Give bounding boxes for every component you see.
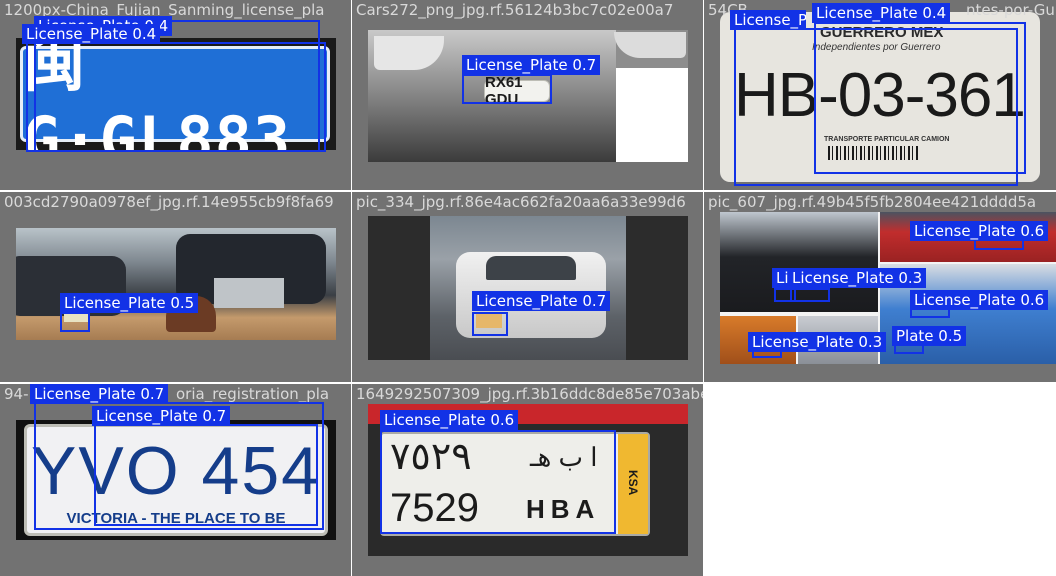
image-tile[interactable]: GUERRERO MEX Independientes por Guerrero… (704, 0, 1056, 190)
detection-label: License_Plate 0.3 (788, 268, 927, 288)
detection-label: Plate 0.5 (892, 326, 967, 346)
detection-box[interactable] (34, 402, 324, 530)
grille (214, 278, 284, 308)
photo (430, 216, 626, 360)
image-tile[interactable]: ٧٥٢٩ ا ب هـ 7529 HBA KSA 1649292507309_j… (352, 384, 703, 576)
image-tile[interactable]: 003cd2790a0978ef_jpg.rf.14e955cb9f8fa69 … (0, 192, 351, 382)
license-plate: 闽G·GL883 (20, 38, 330, 150)
detection-box[interactable] (472, 312, 508, 336)
image-filename: 003cd2790a0978ef_jpg.rf.14e955cb9f8fa69 (4, 193, 334, 211)
plate-subtitle: Independientes por Guerrero (812, 42, 941, 53)
image-filename: 94- (4, 385, 29, 403)
image-tile[interactable]: 闽G·GL883 1200px-China_Fujian_Sanming_lic… (0, 0, 351, 190)
detection-box[interactable] (462, 74, 552, 104)
image-filename: pic_334_jpg.rf.86e4ac662fa20aa6a33e99d6 (356, 193, 686, 211)
detection-label: Li (772, 268, 793, 288)
thumbnail-image: RX61 GDU (368, 30, 688, 162)
image-filename: Cars272_png_jpg.rf.56124b3bc7c02e00a7 (356, 1, 674, 19)
plate-text: YVO 454 (31, 433, 321, 509)
image-tile[interactable]: RX61 GDU Cars272_png_jpg.rf.56124b3bc7c0… (352, 0, 703, 190)
plate-country: KSA (626, 470, 640, 496)
detection-label: License_Plate 0.6 (910, 221, 1049, 241)
plate-side-strip (618, 434, 648, 534)
plate-text: HB-03-361 (734, 61, 1026, 130)
image-filename: 1649292507309_jpg.rf.3b16ddc8de85e703abe (356, 385, 703, 403)
detection-label: License_Plate 0.4 (730, 10, 806, 30)
plate-body (380, 432, 650, 536)
detection-label: License_Plate 0.6 (910, 290, 1049, 310)
image-tile[interactable]: pic_334_jpg.rf.86e4ac662fa20aa6a33e99d6 … (352, 192, 703, 382)
plate-arabic-digits: ٧٥٢٩ (390, 436, 472, 478)
detection-box[interactable] (60, 312, 90, 332)
detection-label: License_Plate 0.5 (60, 293, 199, 313)
plate-digits: 7529 (390, 486, 479, 530)
detection-label: License_Plate 0.7 (462, 55, 601, 75)
thumbnail-image: 闽G·GL883 (16, 38, 336, 150)
thumbnail-image: YVO 454 VICTORIA - THE PLACE TO BE (16, 420, 336, 540)
detection-label: License_Plate 0.3 (748, 332, 887, 352)
thumbnail-image (16, 228, 336, 340)
license-plate: YVO 454 VICTORIA - THE PLACE TO BE (24, 424, 328, 536)
detection-label: License_Plate 0.6 (380, 410, 519, 430)
plate (476, 314, 502, 328)
detection-box[interactable] (814, 22, 1026, 174)
barcode (828, 146, 918, 160)
plate-letters: HBA (526, 494, 601, 524)
headlight (614, 32, 686, 58)
plate-caption: TRANSPORTE PARTICULAR CAMION (824, 136, 950, 143)
plate-arabic-letters: ا ب هـ (530, 442, 598, 472)
detection-label: License_Plate 0.7 (30, 384, 169, 404)
image-tile[interactable]: YVO 454 VICTORIA - THE PLACE TO BE 94- o… (0, 384, 351, 576)
windshield (486, 256, 576, 280)
detection-box[interactable] (734, 28, 1018, 186)
photo-quadrant (720, 212, 878, 312)
detection-label: License_Plate 0.7 (472, 291, 611, 311)
detection-label: License_Plate 0.4 (22, 24, 161, 44)
thumbnail-image (720, 212, 1056, 364)
thumbnail-image (368, 216, 688, 360)
white-padding (616, 68, 688, 162)
detection-box[interactable] (774, 288, 796, 302)
detection-box[interactable] (790, 288, 830, 302)
plate-caption: VICTORIA - THE PLACE TO BE (66, 510, 286, 527)
detection-box[interactable] (380, 430, 616, 534)
image-filename: pic_607_jpg.rf.49b45f5fb2804ee421dddd5a (708, 193, 1037, 211)
detection-box[interactable] (94, 424, 318, 526)
detection-label: License_Plate 0.7 (92, 406, 231, 426)
image-filename-tail: ntes-por-Gu (966, 1, 1055, 19)
image-tile[interactable]: pic_607_jpg.rf.49b45f5fb2804ee421dddd5a … (704, 192, 1056, 382)
detection-box[interactable] (26, 42, 326, 152)
image-filename-tail: oria_registration_pla (176, 385, 330, 403)
plate-text: 闽G·GL883 (23, 38, 292, 150)
detection-label: License_Plate 0.4 (812, 3, 951, 23)
image-filename: 1200px-China_Fujian_Sanming_license_pla (4, 1, 325, 19)
